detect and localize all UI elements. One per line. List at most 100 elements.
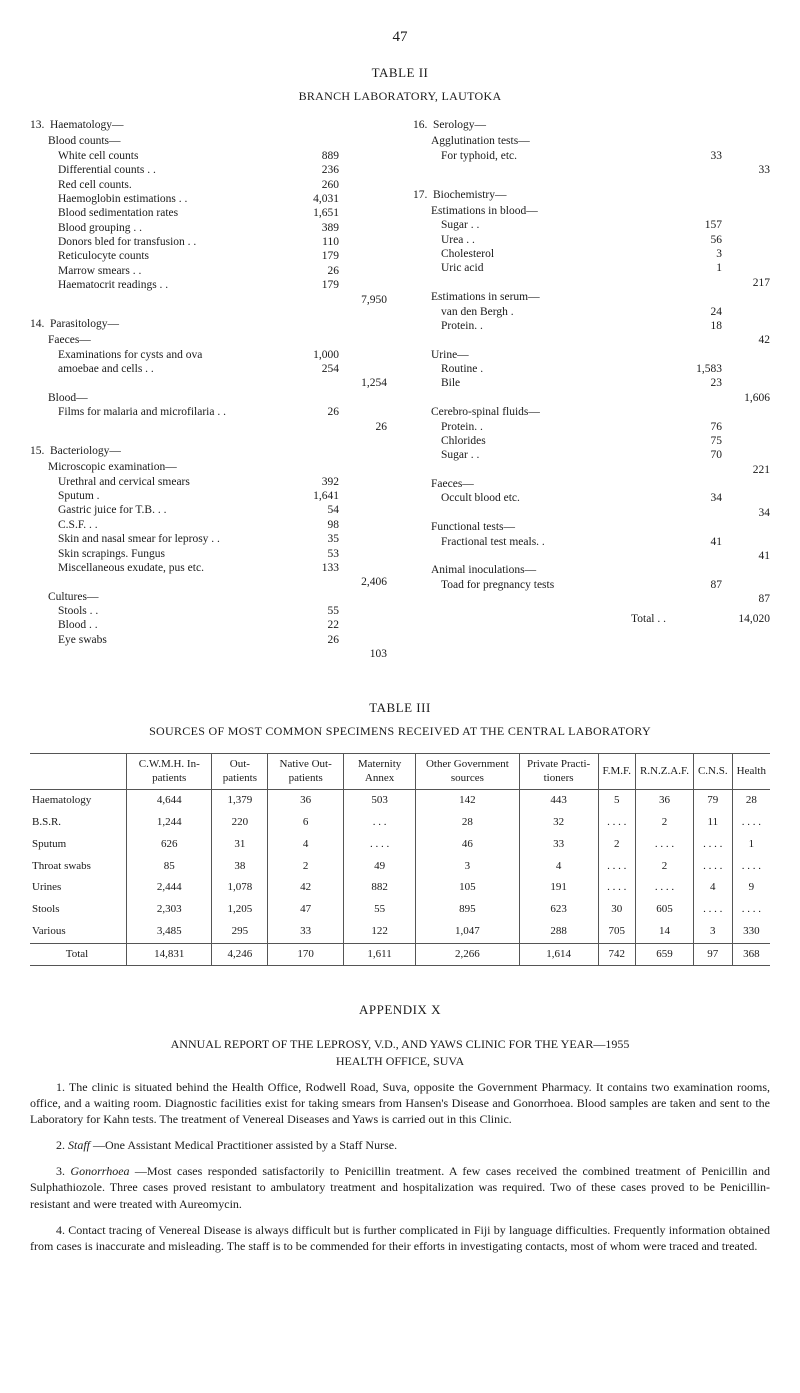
table2-title: TABLE II xyxy=(30,65,770,81)
g17-sub3: Urine— xyxy=(413,348,770,362)
item-label: White cell counts xyxy=(30,149,291,163)
line-item: Fractional test meals. .41 xyxy=(413,535,770,549)
table3-cell: 33 xyxy=(268,921,344,943)
g13-num: 13. xyxy=(30,118,50,132)
table3-col-header: R.N.Z.A.F. xyxy=(636,753,694,790)
table3-total-row: Total14,8314,2461701,6112,2661,614742659… xyxy=(30,943,770,966)
item-value: 87 xyxy=(674,578,722,592)
line-item: Chlorides75 xyxy=(413,434,770,448)
item-value: 392 xyxy=(291,475,339,489)
line-item: Gastric juice for T.B. . .54 xyxy=(30,503,387,517)
item-label: Toad for pregnancy tests xyxy=(413,578,674,592)
page-number: 47 xyxy=(30,28,770,47)
item-label: Skin scrapings. Fungus xyxy=(30,547,291,561)
line-item: Films for malaria and microfilaria . .26 xyxy=(30,405,387,419)
table3-title: TABLE III xyxy=(30,700,770,716)
g17-num: 17. xyxy=(413,188,433,202)
table3-cell: 38 xyxy=(212,856,268,878)
table3-cell: 2 xyxy=(636,812,694,834)
g17-title: Biochemistry— xyxy=(433,188,506,202)
item-label: Sugar . . xyxy=(413,448,674,462)
item-value: 1,000 xyxy=(291,348,339,362)
item-label: Uric acid xyxy=(413,261,674,275)
item-label: Urethral and cervical smears xyxy=(30,475,291,489)
table3-total-cell: 2,266 xyxy=(416,943,520,966)
item-value: 98 xyxy=(291,518,339,532)
table2-right-col: 16. Serology— Agglutination tests— For t… xyxy=(413,118,770,672)
table3-cell: 142 xyxy=(416,790,520,812)
item-label: Gastric juice for T.B. . . xyxy=(30,503,291,517)
group-16: 16. Serology— Agglutination tests— For t… xyxy=(413,118,770,178)
g16-title: Serology— xyxy=(433,118,486,132)
table3-cell: 79 xyxy=(693,790,732,812)
g17-sub6-total: 41 xyxy=(722,549,770,563)
item-value: 236 xyxy=(291,163,339,177)
line-item: Bile23 xyxy=(413,376,770,390)
line-item: White cell counts889 xyxy=(30,149,387,163)
line-item: C.S.F. . .98 xyxy=(30,518,387,532)
item-label: Protein. . xyxy=(413,319,674,333)
line-item: Stools . .55 xyxy=(30,604,387,618)
grand-total-label: Total . . xyxy=(413,612,674,626)
item-label: Miscellaneous exudate, pus etc. xyxy=(30,561,291,575)
table3-total-cell: 659 xyxy=(636,943,694,966)
table3-total-cell: 97 xyxy=(693,943,732,966)
line-item: Urethral and cervical smears392 xyxy=(30,475,387,489)
table3-cell: 47 xyxy=(268,899,344,921)
table3-row: Urines2,4441,07842882105191. . . .. . . … xyxy=(30,877,770,899)
grand-total-value: 14,020 xyxy=(722,612,770,626)
group-13: 13. Haematology— Blood counts— White cel… xyxy=(30,118,387,307)
table3-total-cell: 4,246 xyxy=(212,943,268,966)
line-item: Eye swabs26 xyxy=(30,633,387,647)
item-label: Blood . . xyxy=(30,618,291,632)
item-label: Haematocrit readings . . xyxy=(30,278,291,292)
line-item: Marrow smears . .26 xyxy=(30,264,387,278)
item-value: 26 xyxy=(291,405,339,419)
table3-cell: 882 xyxy=(344,877,416,899)
item-label: Blood sedimentation rates xyxy=(30,206,291,220)
g15-num: 15. xyxy=(30,444,50,458)
table3-cell: 330 xyxy=(732,921,770,943)
item-label: van den Bergh . xyxy=(413,305,674,319)
item-label: Reticulocyte counts xyxy=(30,249,291,263)
table3-row-label: Various xyxy=(30,921,127,943)
table3-row: Haematology4,6441,379365031424435367928 xyxy=(30,790,770,812)
table3-cell: 2,444 xyxy=(127,877,212,899)
g17-sub1: Estimations in blood— xyxy=(413,204,770,218)
table3-cell: 36 xyxy=(636,790,694,812)
table3-caption: SOURCES OF MOST COMMON SPECIMENS RECEIVE… xyxy=(30,724,770,739)
table3-cell: 28 xyxy=(732,790,770,812)
g16-sub1: Agglutination tests— xyxy=(413,134,770,148)
line-item: Haematocrit readings . .179 xyxy=(30,278,387,292)
item-label: Sugar . . xyxy=(413,218,674,232)
table3-cell: 33 xyxy=(519,834,598,856)
table3-cell: . . . . xyxy=(598,812,636,834)
line-item: Routine .1,583 xyxy=(413,362,770,376)
table3-cell: 11 xyxy=(693,812,732,834)
item-value: 254 xyxy=(291,362,339,376)
table3-cell: . . . . xyxy=(732,899,770,921)
item-label: Films for malaria and microfilaria . . xyxy=(30,405,291,419)
item-label: C.S.F. . . xyxy=(30,518,291,532)
g17-sub4: Cerebro-spinal fluids— xyxy=(413,405,770,419)
g17-sub5: Faeces— xyxy=(413,477,770,491)
item-value: 3 xyxy=(674,247,722,261)
g17-sub2: Estimations in serum— xyxy=(413,290,770,304)
table3-col-header: Maternity Annex xyxy=(344,753,416,790)
table3-cell: 28 xyxy=(416,812,520,834)
table3-cell: 36 xyxy=(268,790,344,812)
table3-cell: 288 xyxy=(519,921,598,943)
table3-cell: 443 xyxy=(519,790,598,812)
table3-cell: 191 xyxy=(519,877,598,899)
table3-cell: 705 xyxy=(598,921,636,943)
line-item: Differential counts . .236 xyxy=(30,163,387,177)
table3-cell: . . . . xyxy=(693,899,732,921)
item-value: 75 xyxy=(674,434,722,448)
table3-total-cell: 1,611 xyxy=(344,943,416,966)
table3-row-label: B.S.R. xyxy=(30,812,127,834)
table3-cell: 1,047 xyxy=(416,921,520,943)
table3-cell: 4 xyxy=(693,877,732,899)
table3-col-header: Other Government sources xyxy=(416,753,520,790)
item-value: 260 xyxy=(291,178,339,192)
g13-sub1: Blood counts— xyxy=(30,134,387,148)
